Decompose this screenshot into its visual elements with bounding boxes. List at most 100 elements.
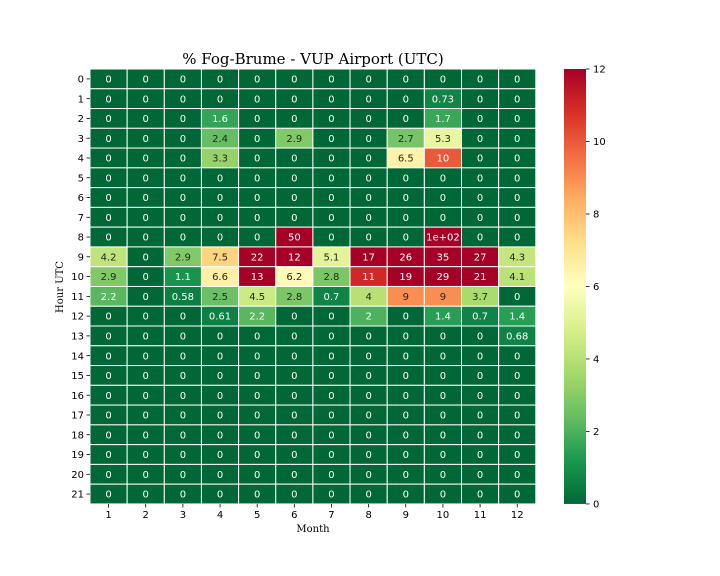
cell-label: 0: [291, 391, 297, 402]
cell-label: 0: [217, 430, 223, 441]
cell-label: 0: [105, 154, 111, 165]
cell-label: 0: [440, 490, 446, 501]
cell-label: 0: [403, 490, 409, 501]
cell-label: 0: [105, 331, 111, 342]
cell-label: 0: [403, 233, 409, 244]
cell-label: 0: [105, 490, 111, 501]
cell-label: 1.7: [435, 114, 451, 125]
x-tick-label: 7: [328, 510, 334, 521]
cell-label: 0: [143, 450, 149, 461]
y-tick-label: 17: [71, 411, 84, 422]
cell-label: 0: [403, 351, 409, 362]
cell-label: 0: [477, 490, 483, 501]
cell-label: 0: [291, 74, 297, 85]
cell-label: 0: [514, 94, 520, 105]
x-tick-label: 11: [474, 510, 487, 521]
cell-label: 0: [105, 411, 111, 422]
cell-label: 0: [180, 154, 186, 165]
cell-label: 0: [291, 371, 297, 382]
cell-label: 5.3: [435, 134, 451, 145]
cell-label: 0: [180, 331, 186, 342]
cell-label: 0.68: [506, 331, 528, 342]
cell-label: 0: [105, 173, 111, 184]
x-tick-label: 12: [511, 510, 524, 521]
cell-label: 0: [105, 351, 111, 362]
cell-label: 0: [328, 351, 334, 362]
colorbar-tick-label: 2: [593, 427, 599, 438]
cell-label: 0: [254, 114, 260, 125]
cell-label: 0: [440, 411, 446, 422]
cell-label: 0: [403, 450, 409, 461]
cell-label: 0: [514, 114, 520, 125]
cell-label: 0: [365, 450, 371, 461]
cell-label: 0.7: [324, 292, 340, 303]
cell-label: 4.2: [101, 252, 117, 263]
cell-label: 0: [105, 213, 111, 224]
cell-label: 0: [105, 193, 111, 204]
cell-label: 4: [365, 292, 371, 303]
cell-label: 0: [143, 233, 149, 244]
cell-label: 0: [328, 470, 334, 481]
cell-label: 0: [254, 213, 260, 224]
cell-label: 0: [217, 213, 223, 224]
cell-label: 0: [440, 450, 446, 461]
cell-label: 29: [437, 272, 450, 283]
cell-label: 0: [291, 450, 297, 461]
x-axis-ticks: 1 2 3 4 5 6 7 8 9 10 11 12: [105, 503, 524, 521]
cell-label: 0: [143, 430, 149, 441]
cell-label: 0: [403, 114, 409, 125]
cell-label: 0: [143, 391, 149, 402]
cell-label: 0: [291, 430, 297, 441]
cell-label: 0: [514, 470, 520, 481]
cell-label: 0: [514, 411, 520, 422]
y-axis-label: Hour UTC: [55, 261, 66, 313]
cell-label: 0: [254, 450, 260, 461]
cell-label: 0: [254, 490, 260, 501]
cell-label: 11: [362, 272, 375, 283]
cell-label: 0: [143, 490, 149, 501]
cell-label: 0: [328, 391, 334, 402]
cell-label: 0: [403, 371, 409, 382]
cell-label: 0: [143, 272, 149, 283]
cell-label: 0: [477, 430, 483, 441]
cell-label: 0: [291, 94, 297, 105]
cell-label: 0: [365, 470, 371, 481]
cell-label: 0: [180, 74, 186, 85]
cell-label: 0: [403, 173, 409, 184]
cell-label: 0: [328, 134, 334, 145]
cell-label: 0: [328, 193, 334, 204]
cell-label: 0: [180, 134, 186, 145]
cell-label: 0: [105, 94, 111, 105]
cell-label: 0: [217, 470, 223, 481]
cell-label: 0: [365, 430, 371, 441]
cell-label: 0: [180, 391, 186, 402]
colorbar-tick-label: 8: [593, 210, 599, 221]
colorbar-tick-label: 10: [593, 137, 606, 148]
cell-label: 21: [474, 272, 487, 283]
cell-label: 0: [477, 411, 483, 422]
cell-label: 0: [328, 114, 334, 125]
cell-label: 0: [143, 470, 149, 481]
cell-label: 0: [143, 213, 149, 224]
cell-label: 0: [217, 351, 223, 362]
y-tick-label: 11: [71, 292, 84, 303]
cell-label: 0: [365, 391, 371, 402]
cell-label: 1.6: [212, 114, 228, 125]
cell-label: 0: [105, 450, 111, 461]
cell-label: 0: [477, 331, 483, 342]
cell-label: 2.9: [101, 272, 117, 283]
y-tick-label: 15: [71, 371, 84, 382]
cell-label: 2: [365, 312, 371, 323]
cell-label: 0: [514, 213, 520, 224]
cell-label: 0: [254, 391, 260, 402]
cell-label: 0: [217, 193, 223, 204]
cell-label: 0: [440, 331, 446, 342]
cell-label: 0: [180, 213, 186, 224]
cell-label: 0: [217, 233, 223, 244]
cell-label: 0: [328, 490, 334, 501]
cell-label: 6.5: [398, 154, 414, 165]
cell-label: 2.8: [324, 272, 340, 283]
x-tick-label: 10: [437, 510, 450, 521]
cell-label: 0: [440, 371, 446, 382]
cell-label: 0: [105, 74, 111, 85]
